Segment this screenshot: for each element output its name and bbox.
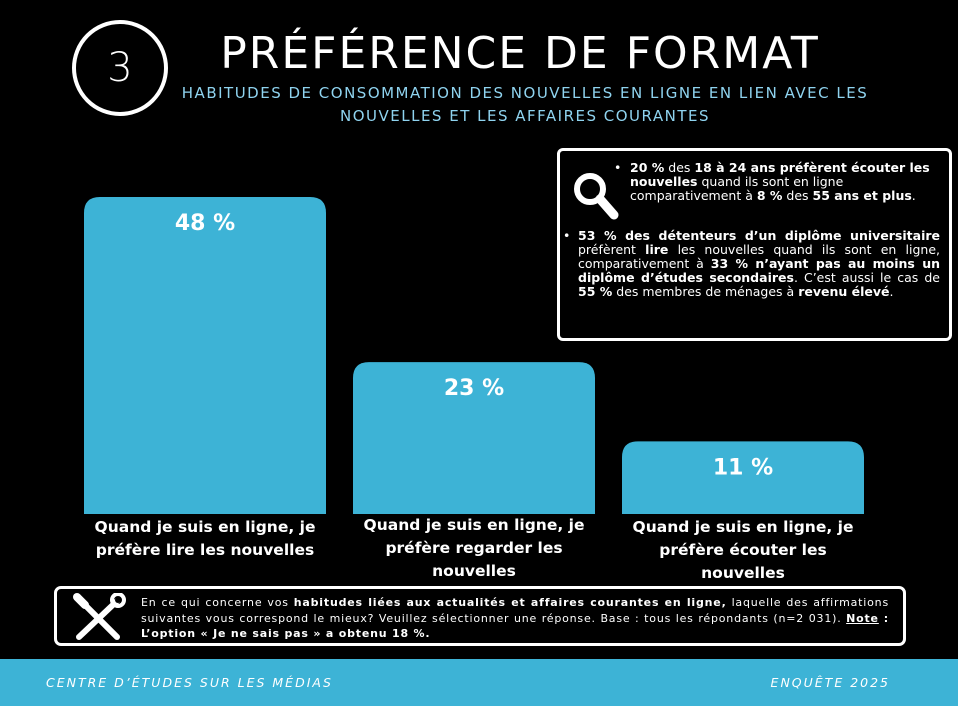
tools-icon — [73, 593, 126, 640]
category-label-lire: Quand je suis en ligne, je préfère lire … — [94, 518, 316, 559]
note-text: En ce qui concerne vos habitudes liées a… — [141, 596, 889, 640]
bar-chart: 48 % 23 % 11 % — [84, 197, 864, 514]
section-number-badge: 3 — [72, 20, 168, 116]
bullet-marker: • — [563, 228, 571, 243]
footer-bar: CENTRE D’ÉTUDES SUR LES MÉDIAS ENQUÊTE 2… — [0, 659, 958, 706]
footer-survey: ENQUÊTE 2025 — [770, 675, 890, 690]
footer-organization: CENTRE D’ÉTUDES SUR LES MÉDIAS — [46, 675, 333, 690]
magnifier-icon — [574, 173, 619, 220]
bullet-marker: • — [614, 160, 622, 175]
bar-value-label-1: 23 % — [444, 376, 504, 401]
page-title: PRÉFÉRENCE DE FORMAT — [220, 28, 820, 79]
bar-0 — [84, 197, 326, 514]
insight-bullet-education: • 53 % des détenteurs d’un diplôme unive… — [563, 228, 940, 299]
category-label-ecouter: Quand je suis en ligne, je préfère écout… — [632, 518, 854, 582]
methodology-note: En ce qui concerne vos habitudes liées a… — [54, 586, 906, 646]
bar-value-label-0: 48 % — [175, 211, 235, 236]
page-subtitle: HABITUDES DE CONSOMMATION DES NOUVELLES … — [181, 84, 869, 125]
section-number: 3 — [107, 45, 133, 91]
category-label-regarder: Quand je suis en ligne, je préfère regar… — [363, 516, 585, 580]
bar-value-label-2: 11 % — [713, 455, 773, 480]
bar-2 — [622, 441, 864, 514]
insight-bullet-age: • 20 % des 18 à 24 ans préfèrent écouter… — [614, 160, 930, 203]
insight-box: • 20 % des 18 à 24 ans préfèrent écouter… — [557, 148, 952, 341]
bar-1 — [353, 362, 595, 514]
